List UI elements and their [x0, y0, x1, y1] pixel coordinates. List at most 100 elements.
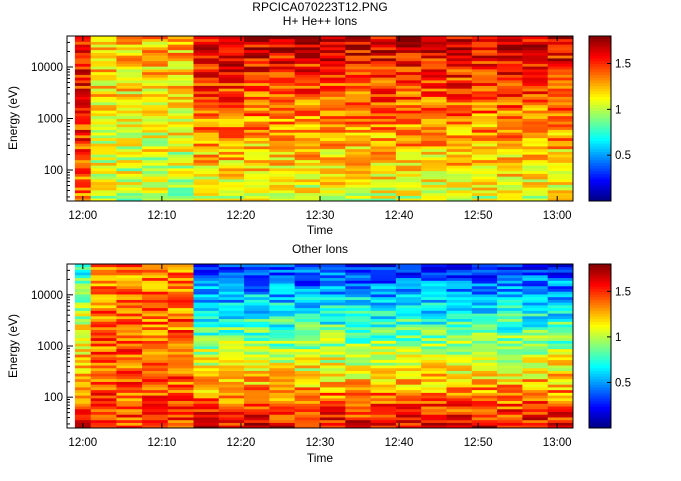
heatmap-cell — [244, 99, 270, 103]
heatmap-cell — [522, 313, 549, 317]
heatmap-cell — [142, 335, 169, 339]
heatmap-cell — [497, 38, 523, 42]
heatmap-cell — [74, 159, 92, 163]
heatmap-cell — [345, 176, 371, 180]
heatmap-cell — [522, 159, 549, 163]
heatmap-cell — [395, 173, 422, 177]
heatmap-cell — [547, 414, 574, 418]
heatmap-cell — [345, 157, 371, 161]
colorbar-segment — [589, 151, 611, 155]
heatmap-cell — [370, 329, 397, 333]
heatmap-cell — [90, 58, 117, 62]
heatmap-cell — [395, 395, 422, 399]
heatmap-cell — [395, 52, 422, 56]
heatmap-cell — [74, 315, 92, 320]
heatmap-cell — [471, 63, 498, 67]
heatmap-cell — [294, 376, 321, 380]
heatmap-cell — [244, 367, 270, 371]
heatmap-cell — [167, 195, 194, 199]
colorbar-segment — [589, 343, 611, 347]
heatmap-cell — [522, 80, 549, 84]
heatmap-cell — [142, 143, 169, 147]
heatmap-cell — [116, 181, 143, 185]
heatmap-cell — [167, 274, 194, 279]
heatmap-cell — [497, 41, 523, 45]
heatmap-cell — [294, 335, 321, 339]
heatmap-cell — [497, 132, 523, 136]
heatmap-cell — [370, 315, 397, 320]
heatmap-cell — [345, 335, 371, 339]
heatmap-cell — [446, 400, 473, 404]
x-tick-label: 12:20 — [227, 210, 256, 222]
colorbar-segment — [589, 307, 611, 311]
heatmap-cell — [90, 132, 117, 136]
heatmap-cell — [269, 285, 296, 289]
heatmap-cell — [497, 91, 523, 95]
heatmap-cell — [471, 154, 498, 158]
heatmap-cell — [522, 274, 549, 279]
heatmap-cell — [269, 425, 296, 429]
heatmap-cell — [294, 140, 321, 144]
heatmap-cell — [116, 269, 143, 273]
heatmap-cell — [320, 389, 346, 393]
heatmap-cell — [142, 305, 169, 309]
heatmap-cell — [269, 154, 296, 158]
heatmap-cell — [446, 168, 473, 172]
heatmap-cell — [90, 44, 117, 48]
heatmap-cell — [547, 272, 574, 276]
heatmap-cell — [142, 104, 169, 108]
heatmap-cell — [167, 135, 194, 139]
heatmap-cell — [497, 66, 523, 70]
heatmap-cell — [320, 381, 346, 385]
colorbar-segment — [589, 143, 611, 147]
heatmap-cell — [218, 93, 245, 97]
heatmap-cell — [193, 313, 220, 317]
heatmap-cell — [167, 58, 194, 62]
heatmap-cell — [395, 38, 422, 42]
heatmap-cell — [471, 198, 498, 202]
colorbar-segment — [589, 104, 611, 108]
heatmap-cell — [547, 283, 574, 287]
heatmap-cell — [90, 419, 117, 423]
heatmap-cell — [193, 82, 220, 86]
heatmap-cell — [547, 329, 574, 333]
heatmap-cell — [269, 63, 296, 67]
heatmap-cell — [471, 121, 498, 125]
heatmap-cell — [74, 184, 92, 188]
heatmap-cell — [167, 326, 194, 330]
heatmap-cell — [547, 69, 574, 73]
heatmap-cell — [294, 195, 321, 199]
heatmap-cell — [370, 422, 397, 426]
heatmap-cell — [395, 168, 422, 172]
heatmap-cell — [446, 93, 473, 97]
heatmap-cell — [74, 305, 92, 309]
heatmap-cell — [345, 348, 371, 352]
heatmap-cell — [547, 173, 574, 177]
heatmap-cell — [370, 272, 397, 276]
heatmap-cell — [446, 376, 473, 380]
heatmap-cell — [74, 82, 92, 86]
heatmap-cell — [218, 198, 245, 202]
heatmap-cell — [345, 324, 371, 328]
heatmap-cell — [471, 310, 498, 314]
heatmap-cell — [320, 113, 346, 117]
heatmap-cell — [74, 340, 92, 344]
heatmap-cell — [421, 417, 447, 421]
heatmap-cell — [193, 135, 220, 139]
heatmap-cell — [497, 335, 523, 339]
heatmap-cell — [90, 315, 117, 320]
heatmap-cell — [90, 129, 117, 133]
heatmap-cell — [294, 408, 321, 412]
x-tick-label: 12:30 — [306, 437, 335, 449]
heatmap-cell — [522, 291, 549, 295]
heatmap-cell — [547, 340, 574, 344]
heatmap-cell — [522, 403, 549, 407]
heatmap-cell — [74, 392, 92, 396]
heatmap-cell — [90, 329, 117, 333]
heatmap-cell — [446, 305, 473, 309]
heatmap-cell — [320, 408, 346, 412]
heatmap-cell — [116, 60, 143, 64]
colorbar-segment — [589, 99, 611, 103]
heatmap-cell — [547, 176, 574, 180]
heatmap-cell — [547, 359, 574, 363]
